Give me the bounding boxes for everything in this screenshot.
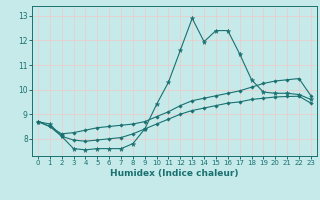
X-axis label: Humidex (Indice chaleur): Humidex (Indice chaleur) [110, 169, 239, 178]
